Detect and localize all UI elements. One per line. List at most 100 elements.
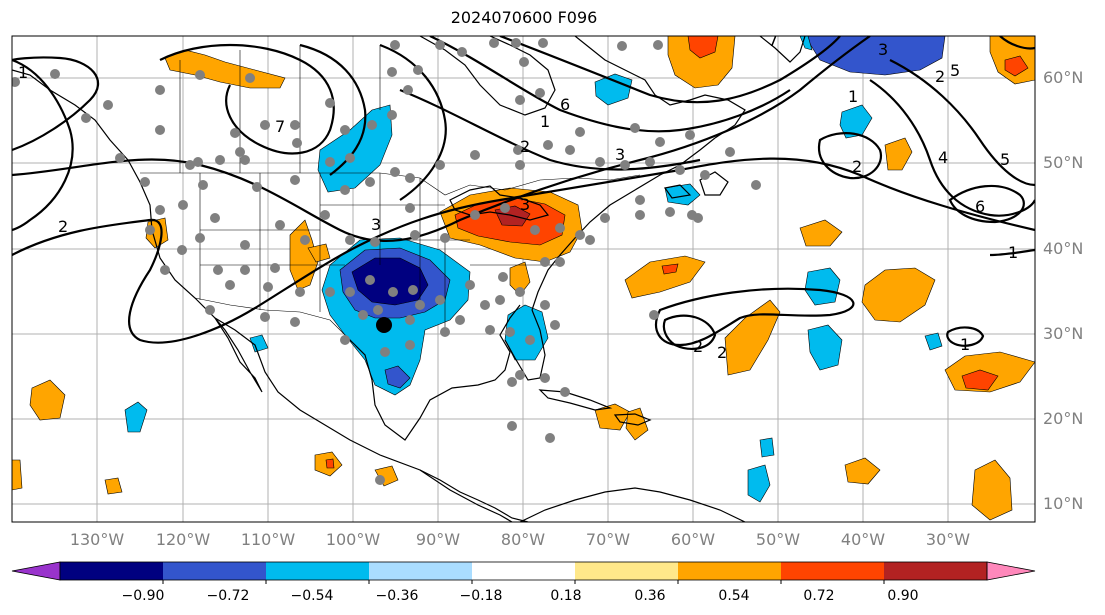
station-dot bbox=[235, 147, 245, 157]
colorbar-tick-label: −0.54 bbox=[291, 588, 334, 604]
station-dot bbox=[367, 120, 377, 130]
contour-label: 1 bbox=[848, 87, 858, 106]
shade-greenland-core bbox=[687, 36, 719, 59]
station-dot bbox=[388, 287, 398, 297]
station-dot bbox=[620, 160, 630, 170]
contour-l bbox=[889, 59, 1035, 187]
colorbar-tick-label: 0.54 bbox=[718, 588, 749, 604]
contour-label: 7 bbox=[768, 31, 778, 50]
station-dot bbox=[435, 40, 445, 50]
colorbar-extend-high bbox=[986, 561, 1036, 581]
baja-california bbox=[214, 317, 263, 393]
station-dot bbox=[230, 128, 240, 138]
lon-label: 100°W bbox=[326, 530, 381, 549]
colorbar-tick-label: 0.36 bbox=[634, 588, 665, 604]
station-dot bbox=[403, 85, 413, 95]
station-dot bbox=[275, 220, 285, 230]
target-location-marker bbox=[376, 317, 392, 333]
station-dot bbox=[649, 310, 659, 320]
shade-atlantic-east-small bbox=[924, 332, 943, 351]
canada-provinces bbox=[179, 45, 381, 173]
station-dot bbox=[685, 130, 695, 140]
contour-label: 5 bbox=[1000, 150, 1010, 169]
lon-label: 70°W bbox=[586, 530, 630, 549]
shade-gulf-lobe bbox=[384, 365, 411, 389]
contour-label: 5 bbox=[950, 61, 960, 80]
station-dot bbox=[585, 235, 595, 245]
shade-east-atlantic-d-core bbox=[961, 369, 999, 391]
lat-label: 60°N bbox=[1043, 68, 1083, 87]
contour-label: 2 bbox=[852, 157, 862, 176]
station-dot bbox=[198, 180, 208, 190]
station-dot bbox=[489, 38, 499, 48]
lon-label: 130°W bbox=[70, 530, 125, 549]
station-dot bbox=[380, 347, 390, 357]
station-dot bbox=[455, 315, 465, 325]
map-title: 2024070600 F096 bbox=[450, 8, 598, 27]
lon-label: 60°W bbox=[671, 530, 715, 549]
station-dot bbox=[390, 167, 400, 177]
station-dot bbox=[145, 225, 155, 235]
contour-b bbox=[12, 157, 1035, 344]
colorbar-tick-label: 0.90 bbox=[887, 588, 918, 604]
station-dot bbox=[210, 213, 220, 223]
contour-k bbox=[869, 79, 1035, 217]
station-dot bbox=[155, 125, 165, 135]
station-dot bbox=[295, 287, 305, 297]
shade-canada-maritimes bbox=[664, 183, 701, 206]
station-dot bbox=[635, 195, 645, 205]
lat-label: 10°N bbox=[1043, 494, 1083, 513]
station-dot bbox=[470, 150, 480, 160]
lat-label: 30°N bbox=[1043, 324, 1083, 343]
lon-label: 80°W bbox=[501, 530, 545, 549]
colorbar-segment bbox=[472, 562, 576, 580]
station-dot bbox=[205, 305, 215, 315]
lat-label: 50°N bbox=[1043, 153, 1083, 172]
station-dot bbox=[700, 170, 710, 180]
station-dot bbox=[575, 230, 585, 240]
observation-stations bbox=[12, 38, 761, 485]
station-dot bbox=[370, 237, 380, 247]
contour-q bbox=[946, 326, 985, 347]
station-dot bbox=[260, 120, 270, 130]
station-dot bbox=[155, 85, 165, 95]
contour-label: 2 bbox=[935, 67, 945, 86]
lat-label: 40°N bbox=[1043, 239, 1083, 258]
contour-g bbox=[379, 43, 447, 201]
station-dot bbox=[373, 305, 383, 315]
station-dot bbox=[410, 230, 420, 240]
contour-label: 1 bbox=[960, 335, 970, 354]
station-dot bbox=[485, 325, 495, 335]
station-dot bbox=[50, 69, 60, 79]
station-dot bbox=[365, 177, 375, 187]
station-dot bbox=[525, 335, 535, 345]
station-dot bbox=[543, 140, 553, 150]
lon-label: 90°W bbox=[416, 530, 460, 549]
shade-south-central-deep bbox=[351, 257, 429, 306]
station-dot bbox=[140, 177, 150, 187]
shade-east-atlantic-b bbox=[799, 219, 843, 247]
contour-label: 2 bbox=[520, 137, 530, 156]
contour-label: 2 bbox=[58, 217, 68, 236]
station-dot bbox=[617, 41, 627, 51]
shade-mexico-small bbox=[249, 334, 269, 353]
contour-label-group: 2 1 3 7 6 1 3 2 3 1 3 2 7 5 4 2 6 5 1 1 … bbox=[18, 31, 1018, 362]
colorbar-segment bbox=[369, 562, 473, 580]
contour-c bbox=[12, 56, 100, 152]
shade-pacific-c bbox=[104, 477, 123, 495]
station-dot bbox=[185, 160, 195, 170]
hudson-bay bbox=[419, 36, 556, 116]
colorbar-segment bbox=[266, 562, 370, 580]
station-dot bbox=[515, 370, 525, 380]
station-dot bbox=[12, 77, 20, 87]
station-dot bbox=[540, 373, 550, 383]
station-dot bbox=[415, 300, 425, 310]
station-dot bbox=[225, 280, 235, 290]
station-dot bbox=[340, 185, 350, 195]
station-dot bbox=[498, 272, 508, 282]
contour-m bbox=[948, 184, 1025, 224]
colorbar-frame bbox=[59, 561, 988, 581]
station-dot bbox=[290, 175, 300, 185]
height-contours bbox=[12, 36, 1035, 350]
station-dot bbox=[340, 125, 350, 135]
